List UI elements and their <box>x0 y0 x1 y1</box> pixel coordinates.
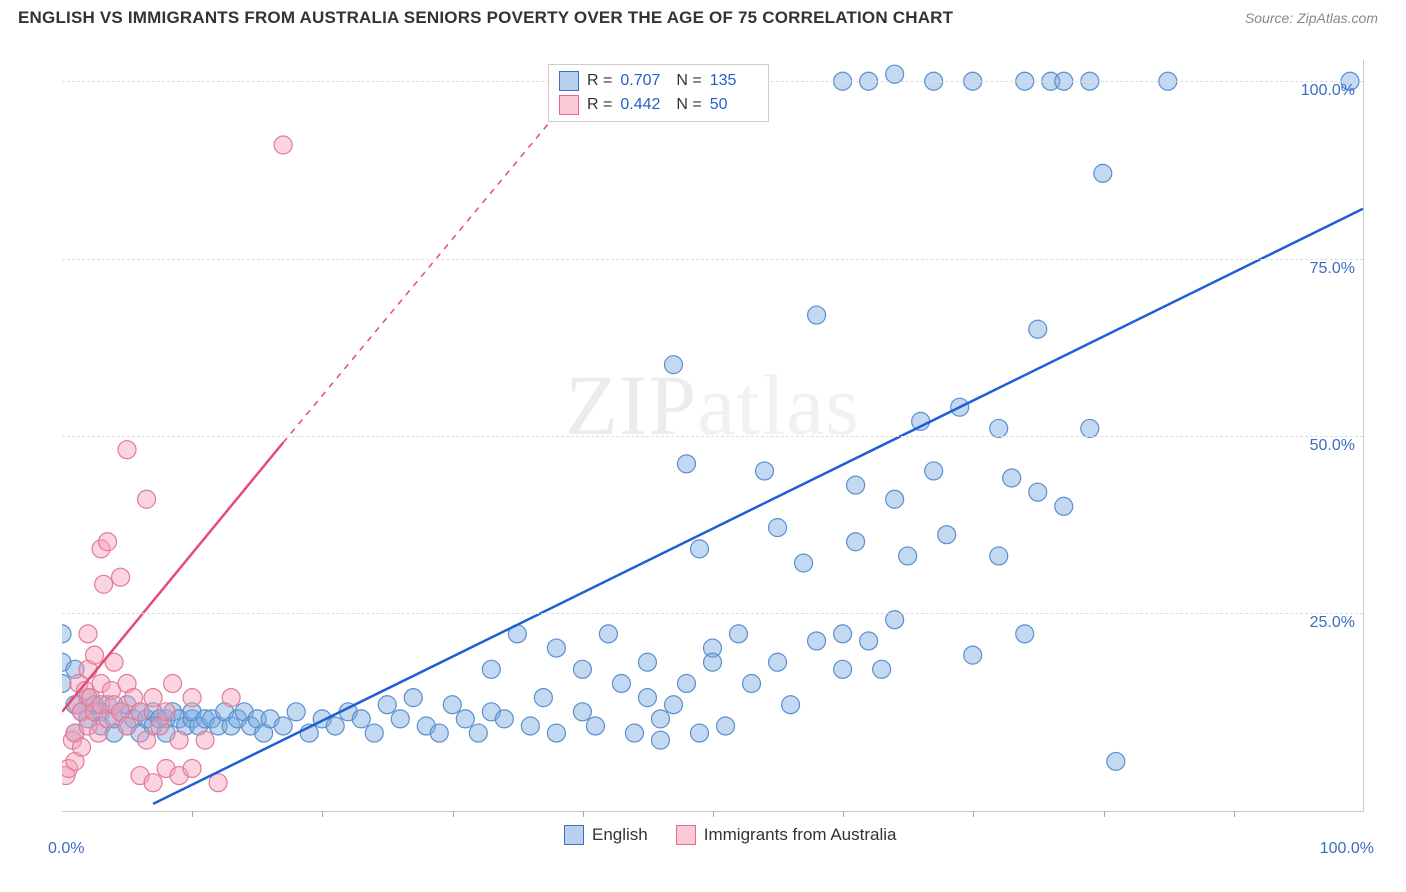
swatch-english-icon <box>564 825 584 845</box>
x-tick <box>453 811 454 817</box>
x-max-label: 100.0% <box>1320 840 1374 858</box>
swatch-australia-icon <box>559 95 579 115</box>
series-legend: English Immigrants from Australia <box>564 825 897 845</box>
x-tick <box>843 811 844 817</box>
plot-area: ZIPatlas R = 0.707 N = 135 R = 0.442 N =… <box>62 60 1364 812</box>
legend-item-english: English <box>564 825 648 845</box>
source-attr: Source: ZipAtlas.com <box>1245 10 1378 26</box>
y-tick-label: 25.0% <box>1310 614 1355 632</box>
x-tick <box>713 811 714 817</box>
x-tick <box>192 811 193 817</box>
legend-row-australia: R = 0.442 N = 50 <box>559 93 758 117</box>
chart-container: Seniors Poverty Over the Age of 75 ZIPat… <box>18 40 1386 850</box>
x-tick <box>583 811 584 817</box>
swatch-english-icon <box>559 71 579 91</box>
x-tick <box>973 811 974 817</box>
gridline <box>62 613 1363 614</box>
correlation-legend: R = 0.707 N = 135 R = 0.442 N = 50 <box>548 64 769 122</box>
x-tick <box>322 811 323 817</box>
x-tick <box>1104 811 1105 817</box>
y-tick-label: 100.0% <box>1301 82 1355 100</box>
y-tick-label: 50.0% <box>1310 437 1355 455</box>
x-tick <box>1234 811 1235 817</box>
chart-title: ENGLISH VS IMMIGRANTS FROM AUSTRALIA SEN… <box>18 8 953 28</box>
legend-item-australia: Immigrants from Australia <box>676 825 897 845</box>
gridline <box>62 259 1363 260</box>
x-min-label: 0.0% <box>48 840 84 858</box>
swatch-australia-icon <box>676 825 696 845</box>
gridline <box>62 436 1363 437</box>
y-tick-label: 75.0% <box>1310 260 1355 278</box>
legend-row-english: R = 0.707 N = 135 <box>559 69 758 93</box>
